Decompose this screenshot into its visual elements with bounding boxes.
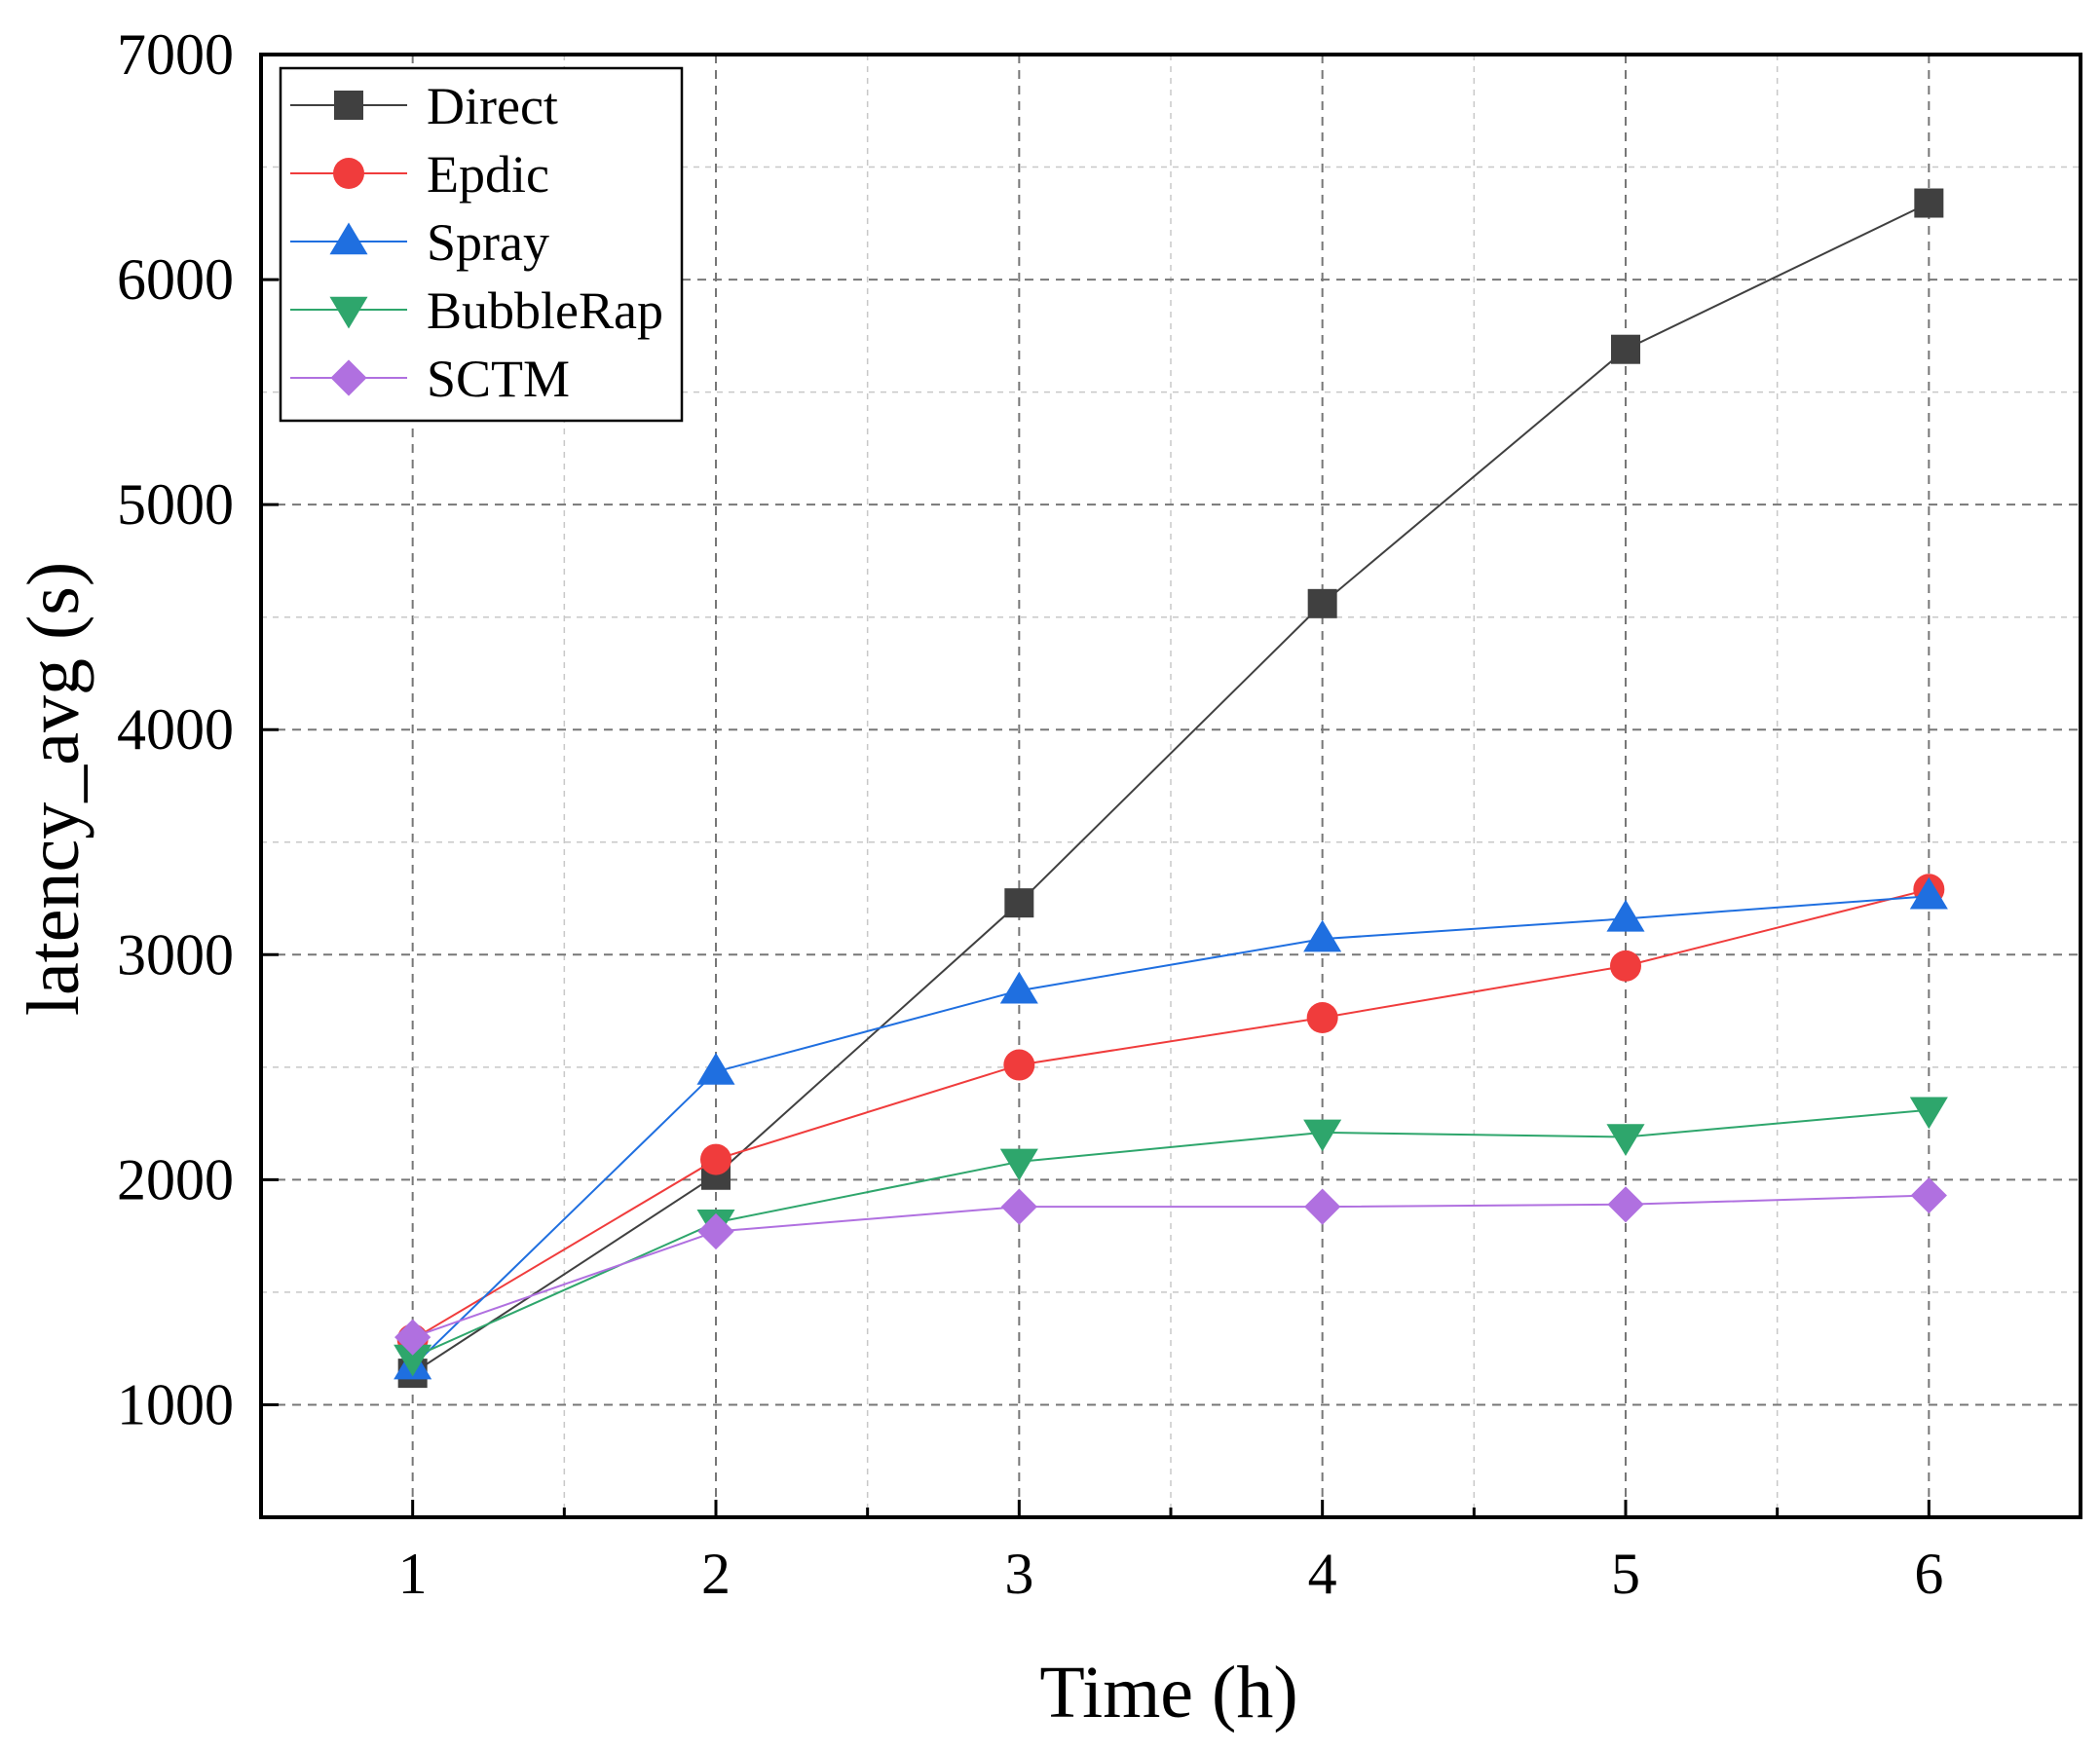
data-point-direct xyxy=(1611,334,1640,364)
data-point-bubblerap xyxy=(1606,1124,1645,1157)
data-point-sctm xyxy=(1000,1188,1037,1225)
data-point-bubblerap xyxy=(394,1344,432,1377)
y-tick-label: 7000 xyxy=(117,22,234,87)
data-point-bubblerap xyxy=(1303,1119,1342,1152)
legend-item-direct: Direct xyxy=(290,77,558,135)
series-line-direct xyxy=(412,202,1930,1374)
data-point-spray xyxy=(696,1052,735,1085)
legend-marker-direct xyxy=(334,91,363,120)
legend-label-sctm: SCTM xyxy=(427,350,570,408)
series-line-spray xyxy=(411,895,1930,1367)
legend-marker-sctm xyxy=(330,359,367,396)
y-tick-label: 4000 xyxy=(117,697,234,762)
x-tick-label: 3 xyxy=(1004,1542,1033,1606)
y-tick-label: 2000 xyxy=(117,1147,234,1211)
data-point-sctm xyxy=(697,1212,734,1250)
x-tick-label: 4 xyxy=(1308,1542,1337,1606)
data-point-bubblerap xyxy=(1909,1097,1948,1130)
x-tick-label: 1 xyxy=(398,1542,428,1606)
legend-label-epdic: Epdic xyxy=(427,145,549,204)
data-point-spray xyxy=(1606,899,1645,932)
y-axis-title: latency_avg (s) xyxy=(13,562,94,1016)
data-point-spray xyxy=(1303,919,1342,952)
x-axis-title: Time (h) xyxy=(1039,1652,1297,1733)
y-tick-label: 1000 xyxy=(117,1372,234,1436)
x-tick-label: 5 xyxy=(1611,1542,1640,1606)
legend-item-epdic: Epdic xyxy=(290,145,549,204)
x-tick-label: 6 xyxy=(1914,1542,1943,1606)
data-point-direct xyxy=(1307,588,1337,618)
series-epdic xyxy=(396,874,1945,1356)
legend-item-bubblerap: BubbleRap xyxy=(290,281,663,340)
data-point-spray xyxy=(999,971,1038,1004)
y-tick-label: 3000 xyxy=(117,922,234,987)
series-direct xyxy=(397,188,1944,1389)
legend-item-spray: Spray xyxy=(290,213,549,272)
data-point-epdic xyxy=(1003,1049,1035,1081)
series-line-bubblerap xyxy=(412,1108,1930,1359)
legend-marker-spray xyxy=(329,222,368,255)
data-point-epdic xyxy=(700,1143,731,1175)
data-point-bubblerap xyxy=(999,1148,1038,1181)
y-tick-label: 6000 xyxy=(117,247,234,312)
x-tick-label: 2 xyxy=(701,1542,731,1606)
legend: Direct Epdic Spray BubbleRap SCTM xyxy=(279,66,684,423)
y-tick-label: 5000 xyxy=(117,472,234,537)
data-point-direct xyxy=(1004,888,1034,918)
series-line-sctm xyxy=(412,1194,1930,1339)
data-point-sctm xyxy=(1607,1186,1644,1223)
data-point-sctm xyxy=(1910,1176,1947,1214)
legend-marker-epdic xyxy=(333,158,364,189)
series-sctm xyxy=(394,1176,1947,1356)
series-layer xyxy=(394,188,1948,1389)
legend-label-bubblerap: BubbleRap xyxy=(427,281,663,340)
legend-label-direct: Direct xyxy=(427,77,558,135)
series-line-epdic xyxy=(412,888,1930,1341)
legend-item-sctm: SCTM xyxy=(290,350,570,408)
data-point-spray xyxy=(1909,876,1948,910)
data-point-epdic xyxy=(1610,950,1641,982)
data-point-epdic xyxy=(1306,1002,1338,1034)
legend-label-spray: Spray xyxy=(427,213,549,272)
legend-marker-bubblerap xyxy=(329,296,368,329)
data-point-sctm xyxy=(1304,1188,1341,1225)
axes-layer: 1 2 3 4 5 6 1000 2000 3000 4000 5000 6000 7000 xyxy=(117,22,2082,1606)
data-point-sctm xyxy=(394,1319,431,1356)
data-point-direct xyxy=(1914,188,1944,218)
